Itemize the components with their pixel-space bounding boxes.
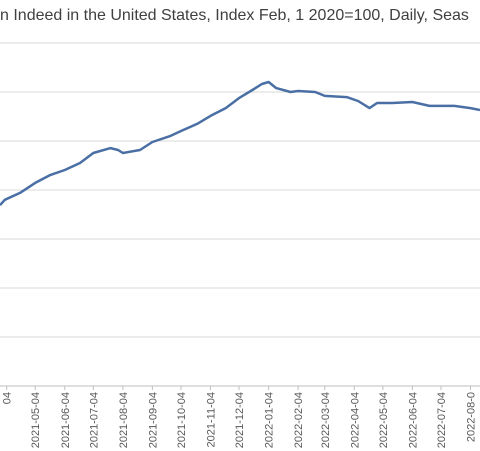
x-tick-label: 04 [2, 392, 14, 404]
x-tick-label: 2021-07-04 [88, 392, 100, 448]
x-tick-label: 2022-05-04 [378, 392, 390, 448]
x-tick-label: 2022-07-04 [436, 392, 448, 448]
chart-title: n Indeed in the United States, Index Feb… [0, 7, 469, 24]
x-tick-label: 2022-04-04 [349, 392, 361, 448]
x-tick-label: 2021-08-04 [118, 392, 130, 448]
x-tick-label: 2022-06-04 [407, 392, 419, 448]
x-tick-label: 2021-10-04 [176, 392, 188, 448]
x-tick-label: 2022-08-0 [465, 392, 477, 442]
x-tick-label: 2021-11-04 [205, 392, 217, 447]
x-tick-label: 2021-12-04 [234, 392, 246, 448]
x-tick-label: 2021-06-04 [60, 392, 72, 448]
x-tick-label: 2022-01-04 [264, 392, 276, 448]
x-tick-label: 2021-05-04 [30, 392, 42, 448]
x-tick-label: 2021-09-04 [147, 392, 159, 448]
line-series [0, 80, 480, 206]
x-tick-label: 2022-02-04 [293, 392, 305, 448]
x-tick-label: 2022-03-04 [320, 392, 332, 448]
